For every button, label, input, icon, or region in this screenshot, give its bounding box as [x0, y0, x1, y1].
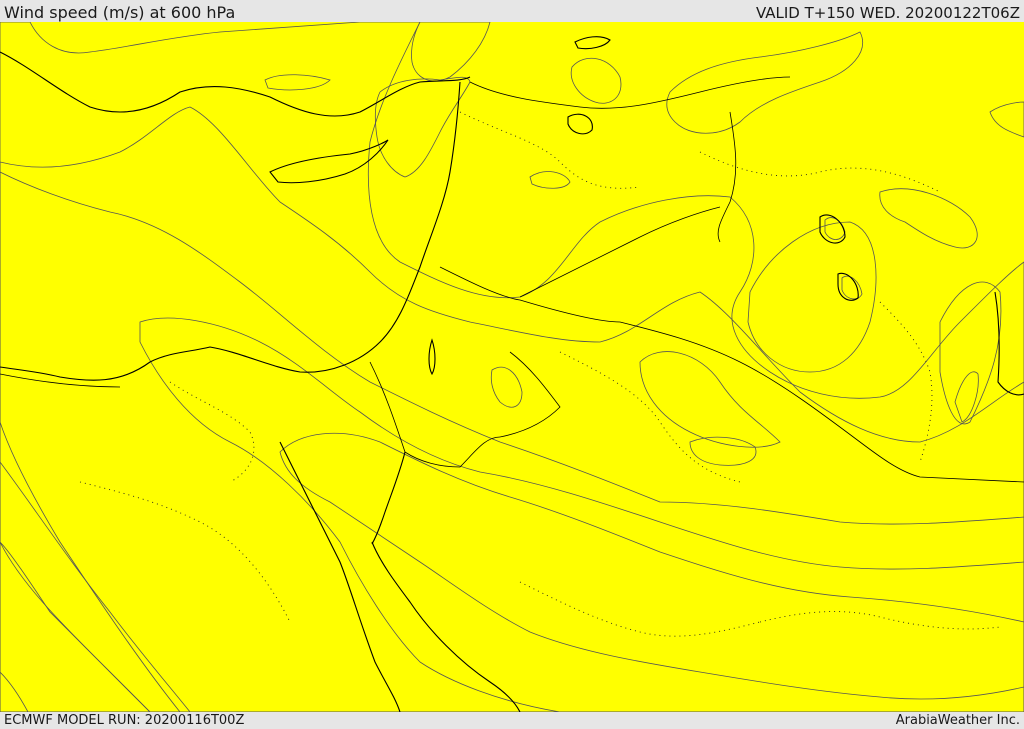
band-gold-west [0, 461, 191, 712]
border-iraq-iran [717, 111, 737, 243]
band-gold-blob [570, 58, 622, 104]
border-turkey-syria [469, 76, 791, 109]
band-dark-pocket-east-inner [954, 371, 979, 423]
band-yellow-north-blob [264, 74, 331, 91]
band-peach-north [411, 22, 491, 82]
band-peach-far-east [989, 101, 1024, 138]
band-gold [0, 22, 1024, 712]
band-light-orange [0, 106, 1024, 712]
coast-caspian-lake [567, 113, 593, 135]
map-title: Wind speed (m/s) at 600 hPa [4, 3, 236, 22]
band-dark-orange [139, 317, 1024, 712]
band-white [374, 76, 471, 178]
border-jordan-saudi [499, 351, 561, 438]
header-bar: Wind speed (m/s) at 600 hPa VALID T+150 … [0, 0, 1024, 22]
border-israel [369, 361, 501, 468]
border-iraq-saudi [619, 321, 1024, 483]
band-dark-pocket [689, 436, 757, 466]
coast-suez-gulf [279, 441, 401, 712]
valid-time: VALID T+150 WED. 20200122T06Z [755, 4, 1020, 22]
coast-aqaba [371, 451, 406, 545]
model-run: ECMWF MODEL RUN: 20200116T00Z [4, 713, 245, 728]
border-syria-iraq [519, 206, 721, 298]
dotted-contour-5 [759, 611, 1001, 630]
band-peach-east2 [879, 188, 978, 249]
band-peach-east [747, 221, 877, 373]
coast-cyprus [269, 139, 389, 184]
coast-mediterranean [0, 81, 461, 381]
coast-lakes-east [819, 214, 859, 301]
dotted-contour-4 [519, 581, 761, 637]
footer-bar: ECMWF MODEL RUN: 20200116T00Z ArabiaWeat… [0, 712, 1024, 729]
band-dark-pocket-east [939, 281, 1002, 425]
dotted-contour-3 [169, 381, 255, 483]
coast-red-sea-west [371, 541, 521, 712]
band-peach-small [529, 171, 571, 189]
band-orange [0, 171, 1024, 712]
coast-lake-van [574, 36, 611, 50]
wind-speed-map[interactable] [0, 22, 1024, 712]
band-orange-pocket [639, 351, 781, 448]
dotted-contour-8 [879, 301, 933, 463]
coast-gulf [994, 291, 1024, 396]
border-egypt-sudan [0, 373, 121, 388]
credit: ArabiaWeather Inc. [895, 713, 1020, 728]
band-peach-northeast [666, 31, 863, 134]
border-syria-jordan [439, 266, 621, 323]
band-peach-sw [0, 671, 29, 712]
band-yellow-blob [490, 366, 523, 408]
coast-dead-sea [428, 338, 436, 376]
map-canvas [0, 22, 1024, 712]
band-red-orange [279, 432, 1024, 700]
coast-anatolia [0, 51, 471, 117]
